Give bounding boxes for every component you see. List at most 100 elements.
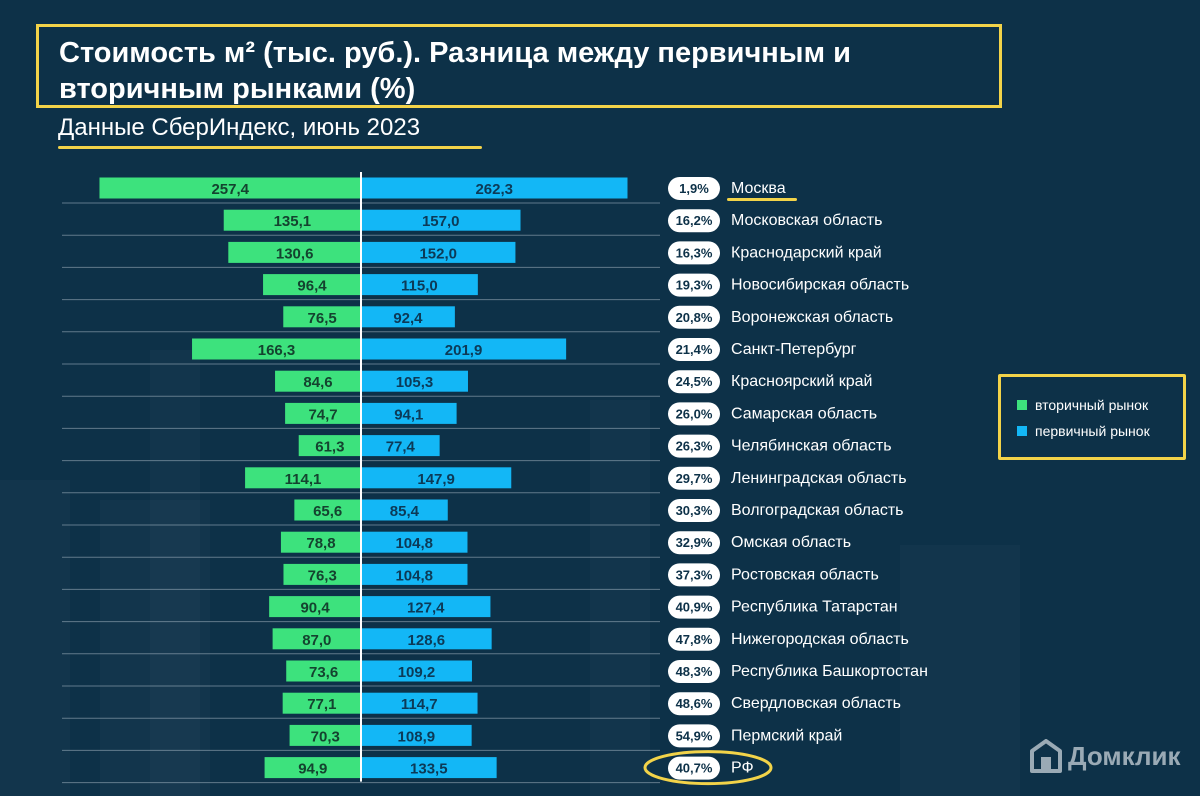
label-secondary: 84,6 — [303, 374, 332, 391]
legend-swatch-primary — [1017, 426, 1027, 436]
region-label: Ростовская область — [731, 566, 879, 583]
bar-primary — [361, 628, 492, 650]
region-label: Свердловская область — [731, 695, 901, 712]
pct-badge — [668, 692, 720, 716]
highlight-ellipse — [643, 750, 773, 786]
label-secondary: 135,1 — [274, 213, 312, 230]
pct-label: 16,2% — [676, 213, 713, 228]
pct-label: 37,3% — [676, 567, 713, 582]
region-label: Самарская область — [731, 405, 877, 422]
label-secondary: 114,1 — [285, 471, 322, 488]
pct-label: 30,3% — [676, 503, 713, 518]
bar-primary — [361, 177, 628, 199]
subtitle-underline — [58, 146, 482, 149]
label-secondary: 76,5 — [308, 310, 337, 327]
pct-label: 40,7% — [676, 761, 713, 776]
bar-secondary — [263, 274, 361, 296]
bar-primary — [361, 563, 468, 585]
bar-primary — [361, 467, 512, 489]
logo-text: Домклик — [1068, 740, 1181, 771]
pct-label: 26,0% — [676, 406, 713, 421]
pct-badge — [668, 402, 720, 426]
pct-badge — [668, 434, 720, 458]
bar-secondary — [192, 338, 361, 360]
pct-badge — [668, 531, 720, 555]
house-icon — [1030, 739, 1062, 773]
pct-badge — [668, 177, 720, 200]
bar-primary — [361, 499, 448, 521]
label-secondary: 166,3 — [258, 342, 296, 359]
bar-primary — [361, 306, 455, 328]
bar-primary — [361, 724, 472, 746]
label-secondary: 74,7 — [308, 406, 337, 423]
pct-label: 54,9% — [676, 728, 713, 743]
pct-label: 20,8% — [676, 310, 713, 325]
pct-label: 19,3% — [676, 278, 713, 293]
pct-label: 16,3% — [676, 245, 713, 260]
label-secondary: 73,6 — [309, 664, 338, 681]
label-secondary: 76,3 — [308, 567, 337, 584]
chart-subtitle: Данные СберИндекс, июнь 2023 — [58, 114, 421, 141]
pct-label: 48,6% — [676, 696, 713, 711]
region-label: Ленинградская область — [731, 470, 907, 487]
pct-badge — [668, 466, 720, 490]
label-secondary: 257,4 — [211, 181, 249, 198]
region-label: Московская область — [731, 212, 882, 229]
pct-label: 29,7% — [676, 471, 713, 486]
bar-secondary — [223, 209, 361, 231]
highlight-underline — [727, 198, 797, 201]
bar-secondary — [289, 724, 361, 746]
bar-secondary — [264, 757, 361, 779]
bar-secondary — [275, 370, 361, 392]
label-secondary: 87,0 — [302, 632, 331, 649]
label-primary: 109,2 — [398, 664, 436, 681]
region-label: Пермский край — [731, 727, 842, 744]
pct-badge — [668, 756, 720, 780]
bar-primary — [361, 757, 497, 779]
label-primary: 77,4 — [386, 439, 416, 456]
label-primary: 201,9 — [445, 342, 483, 359]
pct-badge — [668, 338, 720, 361]
bar-secondary — [283, 306, 361, 328]
label-primary: 94,1 — [394, 406, 423, 423]
label-primary: 104,8 — [395, 535, 433, 552]
bar-primary — [361, 435, 440, 457]
pct-badge — [668, 660, 720, 683]
legend-label-primary: первичный рынок — [1035, 423, 1150, 439]
label-primary: 85,4 — [390, 503, 420, 520]
bar-primary — [361, 370, 468, 392]
label-primary: 157,0 — [422, 213, 460, 230]
pct-badge — [668, 627, 720, 651]
legend-swatch-secondary — [1017, 400, 1027, 410]
bar-primary — [361, 596, 491, 618]
label-secondary: 96,4 — [297, 278, 327, 295]
bar-primary — [361, 531, 468, 553]
legend-item-secondary: вторичный рынок — [1017, 396, 1148, 414]
pct-label: 26,3% — [676, 439, 713, 454]
label-primary: 262,3 — [475, 181, 513, 198]
region-label: Челябинская область — [731, 438, 892, 455]
pct-label: 1,9% — [679, 181, 709, 196]
pct-badge — [668, 563, 720, 587]
bar-secondary — [280, 531, 361, 553]
bar-secondary — [99, 177, 361, 199]
pct-badge — [668, 241, 720, 265]
bar-secondary — [286, 660, 361, 682]
label-primary: 104,8 — [395, 567, 433, 584]
bar-secondary — [228, 241, 361, 263]
bar-primary — [361, 241, 516, 263]
label-secondary: 77,1 — [307, 696, 336, 713]
label-primary: 133,5 — [410, 761, 448, 778]
region-label: Нижегородская область — [731, 631, 909, 648]
bar-primary — [361, 402, 457, 424]
bar-secondary — [272, 628, 361, 650]
region-label: Краснодарский край — [731, 244, 882, 261]
region-label: Воронежская область — [731, 309, 893, 326]
label-secondary: 61,3 — [315, 439, 344, 456]
pct-badge — [668, 724, 720, 748]
bar-secondary — [245, 467, 361, 489]
label-primary: 147,9 — [417, 471, 455, 488]
legend-item-primary: первичный рынок — [1017, 422, 1150, 440]
label-secondary: 78,8 — [306, 535, 335, 552]
label-primary: 108,9 — [398, 728, 436, 745]
